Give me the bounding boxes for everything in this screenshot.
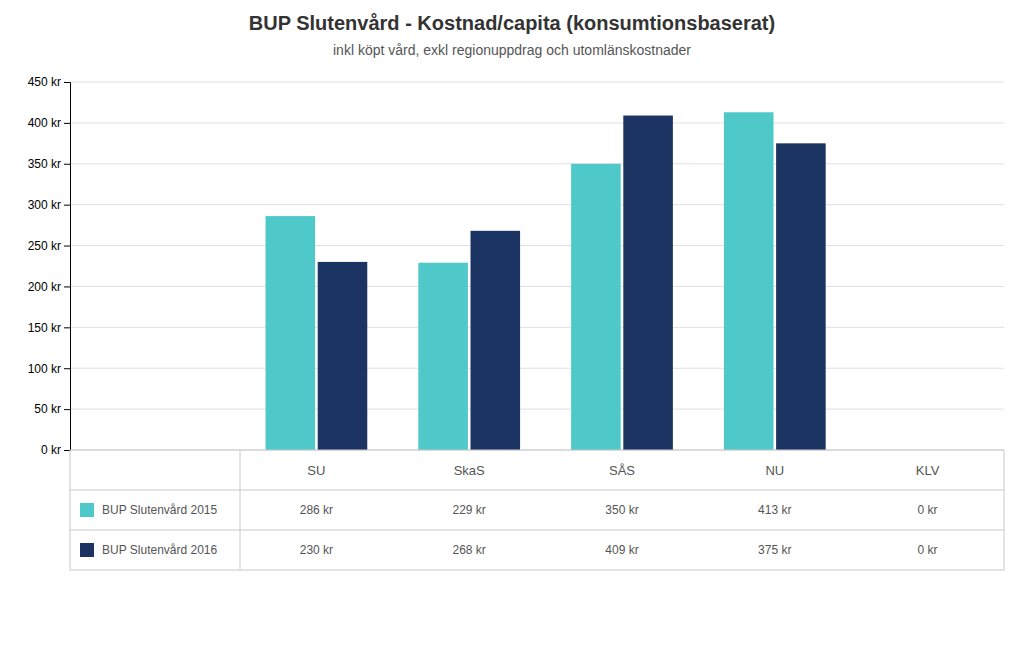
legend-swatch (80, 543, 94, 557)
table-border (70, 570, 1004, 571)
legend-swatch (80, 503, 94, 517)
chart: BUP Slutenvård - Kostnad/capita (konsumt… (0, 0, 1024, 668)
y-axis-domain (64, 83, 71, 451)
y-tick: 100 kr (28, 362, 70, 376)
bar (418, 263, 468, 450)
y-tick: 150 kr (28, 321, 70, 335)
table-value: 268 kr (453, 543, 486, 557)
grid-line (70, 245, 1004, 246)
bar (318, 262, 368, 450)
title: BUP Slutenvård - Kostnad/capita (konsumt… (249, 12, 775, 34)
y-tick: 300 kr (28, 198, 70, 212)
y-tick-mark (64, 409, 70, 410)
y-tick-mark (64, 205, 70, 206)
category-label: NU (765, 463, 784, 478)
grid-line (70, 204, 1004, 205)
y-tick: 200 kr (28, 280, 70, 294)
grid-line (70, 450, 1004, 451)
bar (471, 231, 521, 450)
y-tick-mark (64, 123, 70, 124)
table-value: 409 kr (605, 543, 638, 557)
grid-line (70, 409, 1004, 410)
y-tick-mark (64, 450, 70, 451)
grid-line (70, 122, 1004, 123)
table-value: 230 kr (300, 543, 333, 557)
table-value: 413 kr (758, 503, 791, 517)
table-border (70, 450, 1004, 451)
table-value: 350 kr (605, 503, 638, 517)
bar (571, 164, 621, 450)
y-tick: 50 kr (34, 402, 70, 416)
y-tick-mark (64, 327, 70, 328)
y-tick-label: 200 kr (28, 280, 61, 294)
y-tick: 0 kr (41, 443, 70, 457)
y-tick-mark (64, 82, 70, 83)
y-tick-mark (64, 246, 70, 247)
category-label: SU (307, 463, 325, 478)
y-tick-mark (64, 286, 70, 287)
y-tick-label: 250 kr (28, 239, 61, 253)
table-border (1004, 450, 1005, 570)
table-border (70, 530, 1004, 531)
table-border (240, 450, 241, 570)
grid-line (70, 368, 1004, 369)
y-tick: 350 kr (28, 157, 70, 171)
y-tick: 450 kr (28, 75, 70, 89)
y-tick: 250 kr (28, 239, 70, 253)
category-label: KLV (916, 463, 940, 478)
grid-line (70, 286, 1004, 287)
y-tick-label: 0 kr (41, 443, 61, 457)
grid (70, 82, 1004, 450)
y-tick-label: 400 kr (28, 116, 61, 130)
table-border (70, 490, 1004, 491)
table-value: 0 kr (918, 503, 938, 517)
bar-series (318, 116, 826, 450)
y-tick-label: 50 kr (34, 402, 61, 416)
y-tick-label: 150 kr (28, 321, 61, 335)
category-label: SkaS (454, 463, 485, 478)
category-label: SÅS (609, 463, 635, 478)
bar-series (266, 112, 774, 450)
y-tick-mark (64, 368, 70, 369)
grid-line (70, 82, 1004, 83)
y-tick-label: 350 kr (28, 157, 61, 171)
grid-line (70, 163, 1004, 164)
table-value: 229 kr (453, 503, 486, 517)
y-tick-mark (64, 164, 70, 165)
bar (776, 143, 826, 450)
table-value: 0 kr (918, 543, 938, 557)
legend-label: BUP Slutenvård 2016 (102, 543, 218, 557)
table-value: 286 kr (300, 503, 333, 517)
y-tick-label: 100 kr (28, 362, 61, 376)
table: SU SkaS SÅS NU KLV BUP Slutenvård 2015 286 kr 2… (70, 450, 1004, 570)
y-axis: 0 kr 50 kr 100 kr 150 kr 200 kr 250 kr 300 kr 3… (28, 75, 71, 457)
bar (266, 216, 316, 450)
bar (623, 116, 673, 450)
y-tick-label: 450 kr (28, 75, 61, 89)
table-value: 375 kr (758, 543, 791, 557)
y-tick: 400 kr (28, 116, 70, 130)
grid-line (70, 327, 1004, 328)
y-tick-label: 300 kr (28, 198, 61, 212)
bars (266, 112, 826, 450)
table-border (70, 450, 71, 570)
legend-label: BUP Slutenvård 2015 (102, 503, 218, 517)
subtitle: inkl köpt vård, exkl regionuppdrag och u… (333, 42, 691, 58)
bar (724, 112, 774, 450)
